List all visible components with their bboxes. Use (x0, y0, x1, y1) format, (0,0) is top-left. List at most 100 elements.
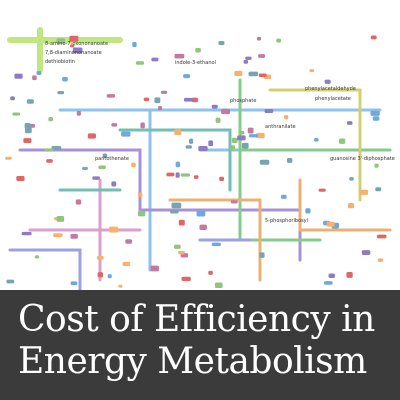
node (143, 97, 150, 102)
node (256, 36, 262, 41)
node (281, 194, 287, 199)
node (258, 54, 266, 58)
node (370, 35, 377, 40)
node (214, 282, 223, 288)
node (166, 172, 175, 177)
node (370, 110, 380, 116)
node (248, 71, 259, 77)
node (195, 48, 201, 53)
node (376, 234, 387, 239)
node (34, 255, 40, 259)
node (375, 187, 382, 192)
node (6, 279, 15, 284)
node (183, 97, 193, 102)
node (56, 215, 65, 222)
node (174, 53, 185, 59)
node (53, 233, 63, 238)
node (137, 210, 146, 217)
node (70, 233, 78, 239)
node (346, 121, 353, 125)
node (377, 258, 384, 262)
node (131, 162, 136, 168)
node (198, 146, 208, 152)
node (259, 252, 265, 258)
node (286, 158, 293, 163)
node (23, 138, 32, 144)
node (175, 161, 181, 168)
node (107, 274, 112, 279)
node (247, 127, 254, 134)
node (215, 117, 221, 123)
node (29, 123, 36, 128)
node (154, 97, 161, 104)
node (243, 59, 249, 64)
node (284, 114, 289, 120)
node (372, 116, 380, 121)
node (258, 73, 267, 78)
node (347, 202, 355, 209)
node (234, 70, 243, 76)
node (191, 97, 199, 103)
node (44, 148, 54, 152)
node (178, 219, 185, 226)
node (349, 177, 354, 181)
node (57, 90, 65, 95)
node (245, 56, 252, 60)
node (150, 265, 159, 272)
node (111, 123, 118, 127)
node (328, 273, 335, 278)
node (72, 47, 83, 54)
node (26, 99, 34, 104)
map-label: guanosine 3'-diphosphate (330, 156, 395, 162)
node (160, 90, 168, 94)
node (62, 76, 68, 82)
node (276, 38, 282, 43)
map-label: 7,8-diaminononanoate (45, 50, 102, 56)
node (326, 221, 335, 227)
title-line: Cost of Efficiency in (18, 299, 375, 340)
node (87, 133, 96, 139)
node (97, 272, 104, 278)
node (173, 244, 181, 249)
node (309, 69, 315, 73)
node (56, 38, 65, 44)
node (125, 239, 133, 244)
node (241, 142, 249, 149)
node (158, 105, 163, 111)
node (24, 122, 31, 129)
node (76, 111, 81, 116)
node (140, 122, 145, 129)
node (32, 75, 37, 81)
map-label: phenylacetate (315, 96, 351, 102)
node (21, 231, 32, 236)
node (193, 175, 199, 179)
node (5, 156, 12, 160)
node (70, 281, 78, 286)
node (324, 281, 333, 285)
node (221, 108, 231, 115)
node (178, 250, 185, 255)
node (92, 176, 100, 180)
node (180, 173, 191, 177)
title-banner: Cost of Efficiency in Energy Metabolism (0, 290, 400, 400)
node (230, 145, 236, 152)
node (109, 226, 119, 233)
node (137, 192, 143, 197)
node (98, 165, 106, 170)
map-label: phenylacetaldehyde (305, 86, 356, 92)
map-label: indole-3-ethanol (175, 60, 216, 66)
pathway-lines (7, 27, 392, 290)
node (314, 138, 319, 142)
node (36, 70, 42, 75)
node (106, 94, 116, 98)
node (75, 199, 82, 205)
node (51, 146, 62, 150)
node (359, 189, 369, 195)
map-label: pantothenate (95, 156, 129, 162)
node (170, 210, 179, 214)
node (338, 138, 346, 144)
map-label: 8-amino-7-oxononanoate (45, 41, 108, 47)
node (324, 79, 331, 84)
node (16, 175, 25, 182)
